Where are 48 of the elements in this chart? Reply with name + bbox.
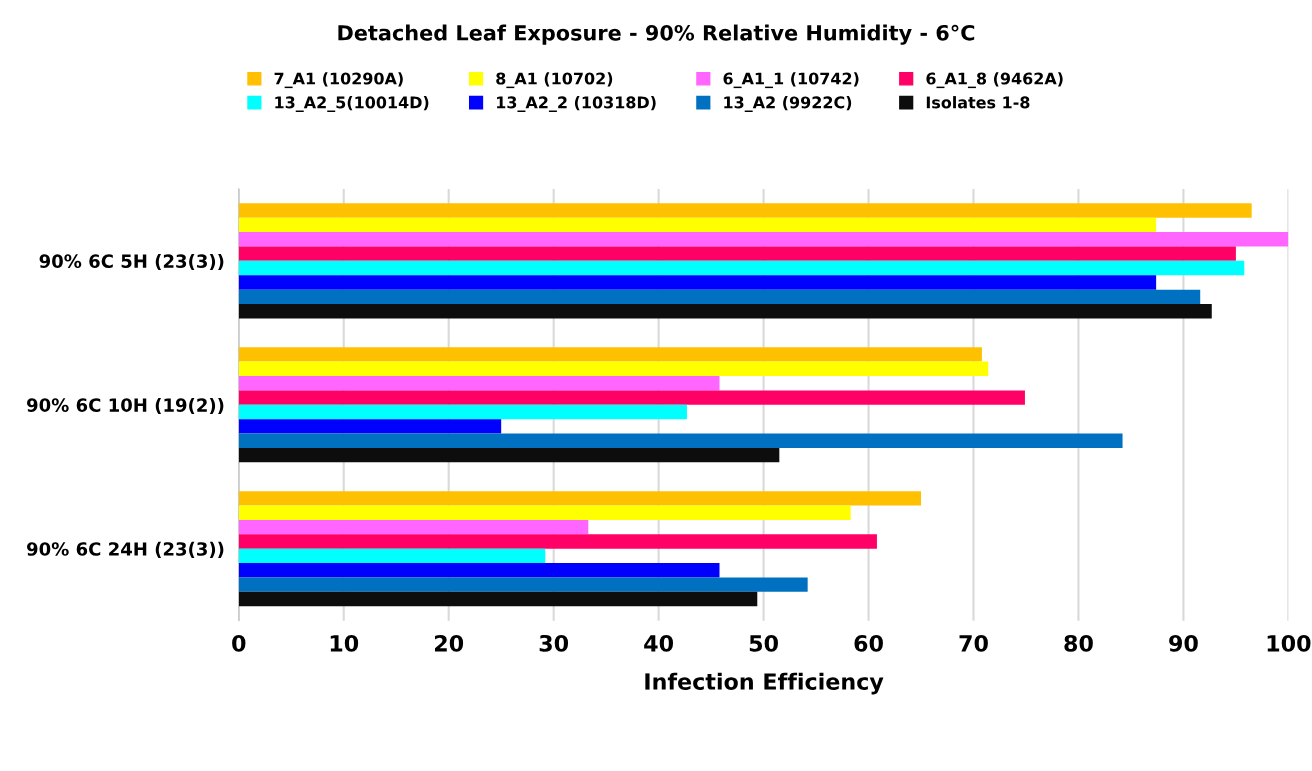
bar (238, 447, 780, 463)
y-tick-label: 90% 6C 10H (19(2)) (27, 397, 224, 415)
legend-label: 8_A1 (10702) (496, 72, 613, 89)
bar (238, 260, 1245, 276)
bar (238, 390, 1025, 405)
bar (238, 361, 989, 376)
bar (238, 404, 687, 420)
bar (238, 563, 720, 578)
bar (238, 591, 758, 607)
legend-label: 6_A1_1 (10742) (723, 72, 859, 89)
bar (238, 419, 502, 434)
bar (238, 304, 1212, 319)
bar (238, 548, 546, 564)
legend-label: 6_A1_8 (9462A) (926, 72, 1063, 89)
x-axis-title: Infection Efficiency (645, 672, 884, 695)
legend-label: 13_A2_2 (10318D) (497, 96, 656, 112)
y-tick-label: 90% 6C 5H (23(3)) (39, 254, 224, 271)
bar (238, 534, 877, 549)
bar (238, 375, 720, 391)
x-tick-label: 70 (959, 634, 988, 652)
x-tick-label: 0 (232, 634, 246, 652)
bar (238, 203, 1252, 218)
bar (238, 232, 1289, 247)
bar (238, 505, 851, 520)
x-tick-label: 50 (749, 634, 778, 652)
bar (238, 577, 808, 592)
bar (238, 347, 982, 362)
x-tick-label: 30 (539, 634, 569, 652)
legend-label: 13_A2 (9922C) (724, 96, 852, 112)
bar (238, 246, 1236, 261)
chart-title: Detached Leaf Exposure - 90% Relative Humidity - 6°C (338, 24, 975, 45)
bar (238, 289, 1201, 305)
legend-label: Isolates 1-8 (926, 96, 1030, 109)
x-tick-label: 20 (435, 634, 464, 652)
x-tick-label: 40 (644, 634, 674, 652)
y-tick-label: 90% 6C 24H (23(3)) (27, 541, 224, 558)
bar (238, 433, 1123, 448)
bar (238, 275, 1157, 290)
x-tick-label: 60 (854, 634, 883, 652)
x-tick-label: 90 (1169, 634, 1198, 652)
x-tick-label: 100 (1267, 634, 1311, 652)
bar (238, 217, 1157, 233)
x-tick-label: 80 (1064, 634, 1093, 652)
legend-label: 13_A2_5(10014D) (275, 96, 429, 112)
x-tick-label: 10 (330, 634, 359, 652)
bar (238, 519, 589, 535)
bar (238, 491, 922, 506)
legend-label: 7_A1 (10290A) (274, 72, 403, 89)
